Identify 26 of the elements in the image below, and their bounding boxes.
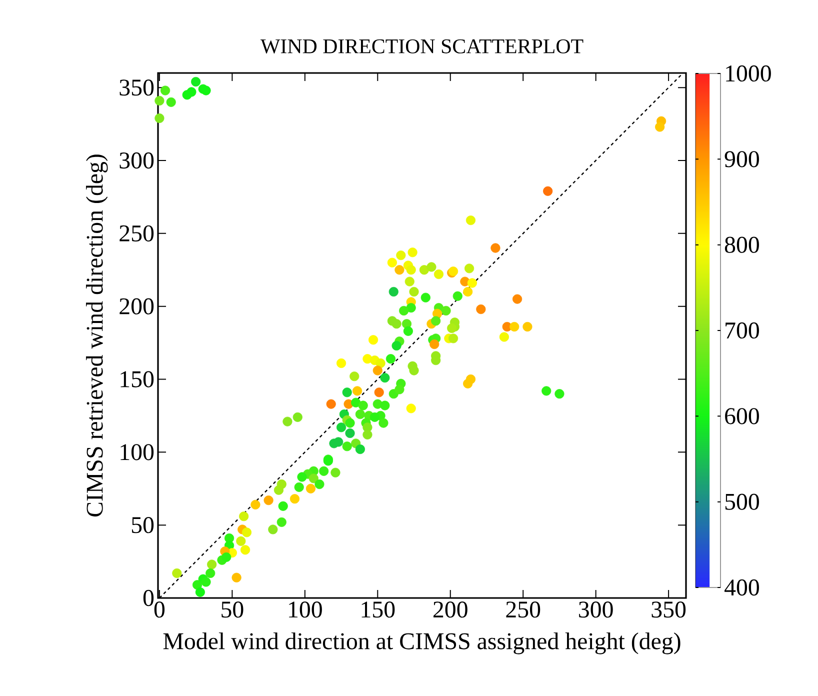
x-tick-label: 100 bbox=[289, 602, 322, 618]
y-tick-label: 0 bbox=[143, 590, 154, 606]
y-tick-label: 200 bbox=[120, 298, 154, 314]
x-tick-label: 50 bbox=[222, 602, 244, 618]
color-bar-label: 600 bbox=[725, 408, 759, 424]
y-tick-label: 300 bbox=[120, 152, 154, 169]
color-bar-label: 700 bbox=[726, 322, 759, 339]
y-tick-label: 100 bbox=[120, 444, 154, 460]
y-tick-label: 50 bbox=[132, 517, 154, 534]
y-tick-label: 150 bbox=[120, 371, 154, 388]
color-bar-label: 500 bbox=[725, 494, 759, 510]
chart-title: WIND DIRECTION SCATTERPLOT bbox=[260, 39, 584, 54]
y-axis-title: CIMSS retrieved wind direction (deg) bbox=[86, 154, 108, 516]
x-tick-label: 300 bbox=[579, 602, 613, 618]
color-bar-label: 900 bbox=[724, 151, 759, 168]
color-bar-label: 800 bbox=[724, 236, 759, 253]
y-tick-label: 250 bbox=[120, 225, 154, 242]
x-tick-label: 250 bbox=[506, 602, 540, 618]
color-bar-label: 400 bbox=[724, 579, 759, 596]
color-bar-label: 1000 bbox=[726, 65, 771, 82]
x-tick-label: 350 bbox=[652, 602, 686, 618]
x-tick-label: 150 bbox=[362, 602, 395, 618]
y-tick-label: 350 bbox=[120, 80, 154, 96]
x-axis-title: Model wind direction at CIMSS assigned height (deg) bbox=[163, 632, 680, 654]
x-tick-label: 0 bbox=[154, 602, 165, 618]
x-tick-label: 200 bbox=[433, 602, 468, 618]
